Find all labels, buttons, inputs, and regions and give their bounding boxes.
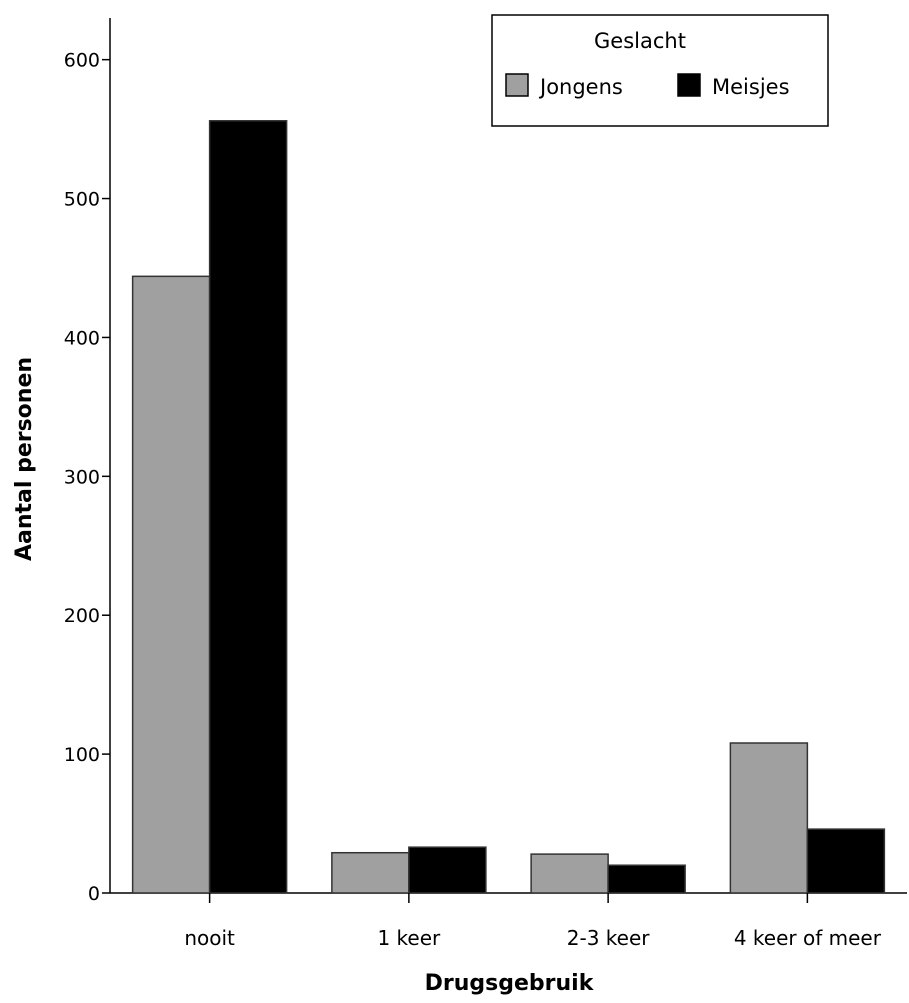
bar-nooit-meisjes: [208, 120, 288, 894]
y-tick-label: 600: [64, 50, 100, 72]
bar-4-keer-of-meer-meisjes: [806, 828, 886, 894]
legend-title: Geslacht: [594, 29, 686, 53]
bar-2-3-keer-jongens: [530, 853, 609, 894]
x-axis-ticks: nooit 1 keer 2-3 keer 4 keer of meer: [184, 893, 882, 950]
bar-4-keer-of-meer-jongens: [729, 742, 809, 894]
x-axis-title: Drugsgebruik: [425, 971, 595, 996]
legend: Geslacht Jongens Meisjes: [491, 14, 829, 127]
y-tick-label: 0: [88, 883, 100, 905]
y-tick-label: 400: [64, 327, 100, 349]
bar-1-keer-meisjes: [408, 846, 487, 894]
legend-label-jongens: Jongens: [538, 75, 623, 99]
legend-box: [491, 14, 829, 127]
legend-swatch-jongens: [505, 73, 529, 97]
x-tick-label: nooit: [184, 926, 235, 950]
bar-nooit-jongens: [131, 275, 211, 894]
bar-2-3-keer-meisjes: [607, 864, 686, 894]
x-tick-label: 2-3 keer: [567, 926, 651, 950]
x-tick-label: 4 keer of meer: [734, 926, 882, 950]
y-tick-label: 500: [64, 189, 100, 211]
legend-swatch-meisjes: [677, 73, 701, 97]
y-tick-label: 300: [64, 466, 100, 488]
y-tick-label: 100: [64, 744, 100, 766]
y-tick-label: 200: [64, 605, 100, 627]
y-axis-title: Aantal personen: [12, 357, 37, 561]
y-axis-ticks: 0 100 200 300 400 500 600: [64, 50, 110, 905]
x-tick-label: 1 keer: [377, 926, 441, 950]
legend-label-meisjes: Meisjes: [712, 75, 790, 99]
bar-1-keer-jongens: [331, 851, 410, 894]
bars: [131, 120, 886, 894]
